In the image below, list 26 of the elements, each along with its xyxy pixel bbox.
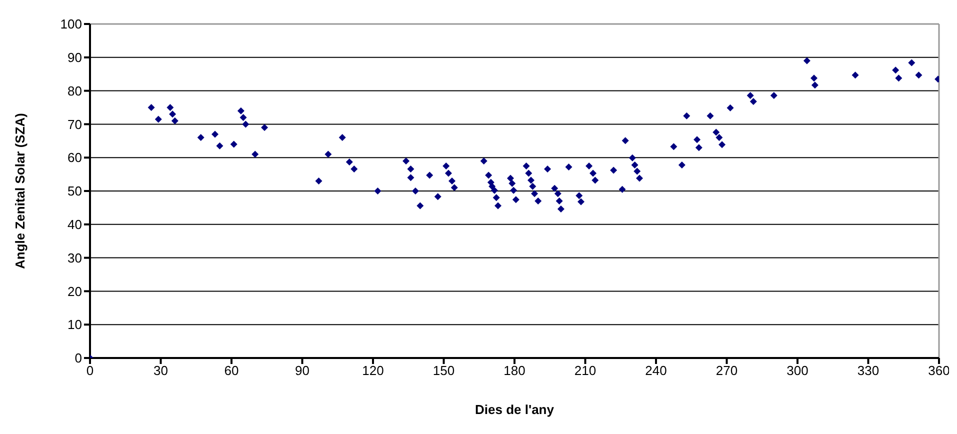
- y-tick-label: 10: [68, 317, 82, 332]
- y-tick-label: 50: [68, 184, 82, 199]
- x-tick-label: 210: [574, 363, 596, 378]
- x-tick-label: 360: [928, 363, 950, 378]
- y-tick-label: 70: [68, 116, 82, 132]
- x-axis-title: Dies de l'any: [475, 402, 555, 417]
- y-tick-label: 60: [68, 150, 82, 166]
- x-tick-label: 270: [716, 363, 738, 378]
- x-tick-label: 0: [86, 363, 94, 378]
- y-axis-title: Angle Zenital Solar (SZA): [12, 112, 28, 270]
- y-tick-label: 80: [68, 83, 82, 98]
- y-tick-label: 40: [68, 217, 82, 232]
- y-tick-label: 20: [68, 284, 82, 299]
- x-tick-label: 240: [645, 363, 667, 378]
- y-tick-label: 0: [74, 350, 82, 366]
- x-tick-label: 30: [154, 363, 168, 378]
- x-tick-label: 150: [432, 363, 455, 378]
- y-tick-label: 100: [60, 16, 82, 32]
- x-tick-label: 120: [362, 363, 384, 378]
- y-tick-label: 30: [68, 250, 82, 266]
- x-tick-label: 60: [224, 363, 239, 378]
- y-tick-label: 90: [68, 50, 82, 66]
- x-tick-label: 330: [857, 363, 880, 378]
- x-tick-label: 180: [504, 363, 526, 378]
- x-tick-label: 300: [786, 363, 808, 378]
- x-tick-label: 90: [295, 363, 310, 378]
